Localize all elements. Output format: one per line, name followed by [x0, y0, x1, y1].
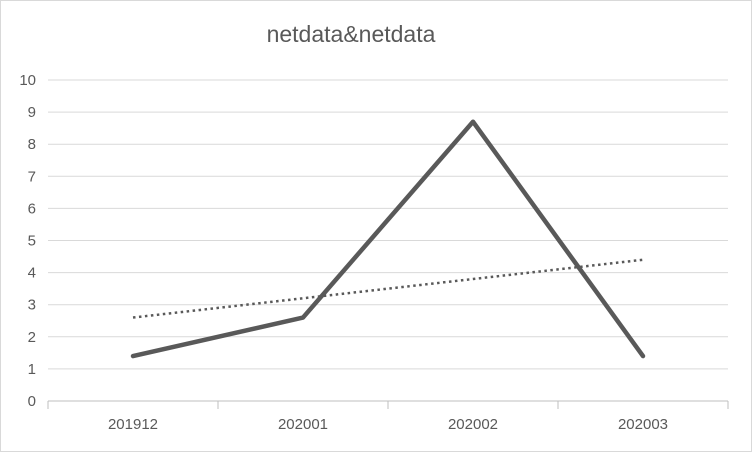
y-tick-label: 9 — [28, 104, 36, 121]
gridlines — [48, 79, 728, 402]
y-tick-label: 8 — [28, 136, 36, 153]
y-tick-label: 2 — [28, 329, 36, 346]
x-tick-label: 202001 — [278, 416, 328, 433]
y-tick-label: 0 — [28, 393, 36, 410]
trendline — [132, 258, 644, 319]
x-tick-label: 202003 — [618, 416, 668, 433]
y-tick-label: 6 — [28, 200, 36, 217]
y-tick-label: 5 — [28, 233, 36, 250]
y-tick-label: 3 — [28, 297, 36, 314]
y-tick-label: 10 — [19, 72, 36, 89]
y-tick-label: 4 — [28, 265, 36, 282]
data-series-line — [130, 119, 646, 359]
chart-title: netdata&netdata — [266, 21, 436, 47]
x-axis: 201912 202001 202002 202003 — [47, 401, 729, 433]
y-axis-ticks: 0 1 2 3 4 5 6 7 8 9 10 — [19, 72, 36, 410]
x-tick-label: 202002 — [448, 416, 498, 433]
y-tick-label: 7 — [28, 168, 36, 185]
x-tick-label: 201912 — [108, 416, 158, 433]
series-lines — [130, 119, 646, 359]
y-tick-label: 1 — [28, 361, 36, 378]
